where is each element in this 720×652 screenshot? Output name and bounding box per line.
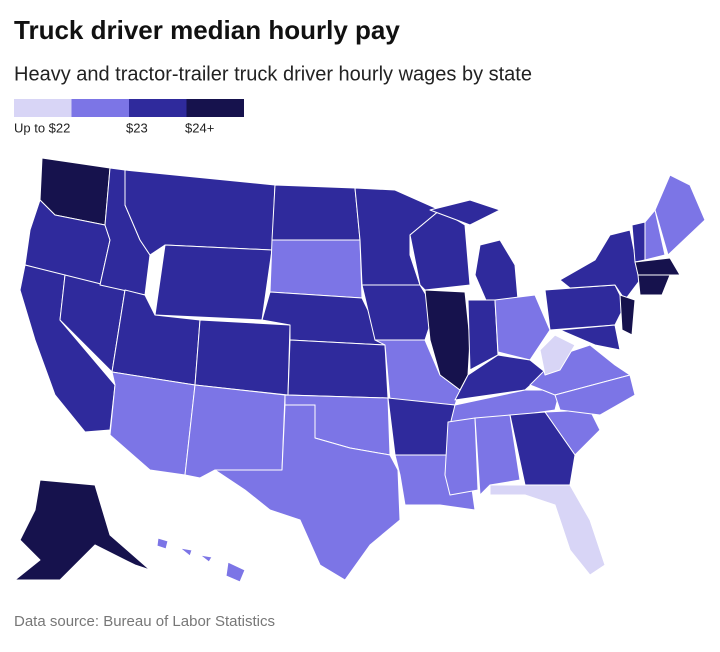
state [539,334,576,376]
state [361,284,436,341]
legend-label: $24+ [185,120,214,135]
legend-swatch [186,99,244,117]
title: Truck driver median hourly pay [14,15,400,45]
state [494,294,551,361]
state [644,174,706,261]
state [387,397,456,456]
state [14,479,151,581]
state [554,374,636,416]
state [269,239,363,299]
legend-swatch [14,99,72,117]
state [489,484,606,576]
legend-swatch [129,99,187,117]
state [619,294,636,336]
state [194,319,291,396]
legend-label: Up to $22 [14,120,70,135]
state [214,404,401,581]
state [154,244,273,321]
state [637,274,671,296]
state [184,384,286,479]
state [429,199,501,226]
subtitle: Heavy and tractor-trailer truck driver h… [14,63,532,85]
state [634,257,681,276]
legend-label: $23 [126,120,148,135]
state [544,284,626,331]
state [444,417,479,496]
state [559,324,621,351]
state [474,414,521,496]
state [156,537,246,583]
state [124,169,276,256]
states [14,157,706,583]
state [509,411,576,486]
legend: Up to $22 $23 $24+ [14,99,244,135]
source: Data source: Bureau of Labor Statistics [14,613,275,630]
state [354,187,441,286]
legend-swatch [71,99,129,117]
state [271,184,361,241]
state [287,339,389,399]
